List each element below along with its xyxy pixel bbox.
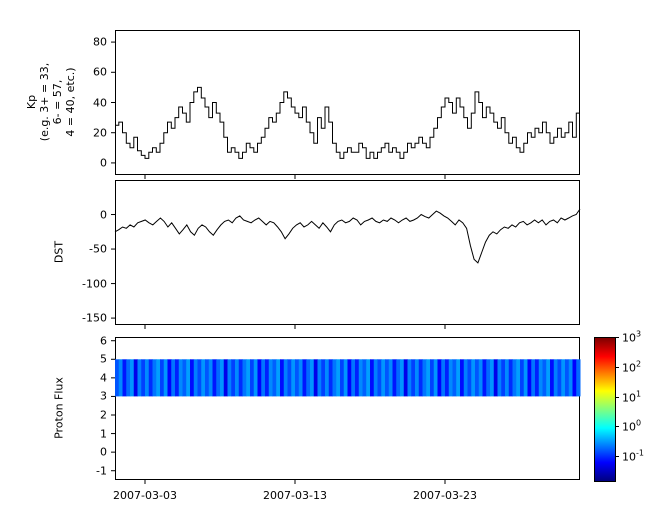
y-tick-label: 0 [100,156,107,170]
colorbar [594,337,616,482]
y-tick-label: 5 [100,352,107,366]
colorbar-tick-label: 101 [622,389,642,404]
y-tick-label: 2 [100,408,107,422]
dst-panel [111,180,581,329]
colorbar-tick-label: 100 [622,419,642,434]
y-tick-label: -150 [82,311,107,325]
y-tick-label: 4 [100,371,107,385]
y-tick-label: 20 [93,126,107,140]
colorbar-tick-label: 103 [622,329,642,345]
y-tick-label: 80 [93,35,107,49]
x-tick-label: 2007-03-13 [263,489,327,502]
x-tick-label: 2007-03-23 [413,489,477,502]
y-tick-label: 60 [93,65,107,79]
y-tick-label: -100 [82,277,107,291]
y-tick-label: 0 [100,208,107,222]
colorbar-tick-label: 102 [622,359,642,375]
colorbar-tick-mark [616,337,619,338]
colorbar-tick-mark [616,456,619,458]
colorbar-tick-mark [616,426,619,428]
y-tick-label: -50 [89,242,107,256]
y-tick-label: 6 [100,334,107,348]
proton-flux-panel [111,337,581,484]
x-tick-label: 2007-03-03 [113,489,177,502]
y-tick-label: -1 [96,464,107,478]
colorbar-tick-mark [616,396,619,398]
y-tick-label: 1 [100,427,107,441]
colorbar-tick-label: 10-1 [622,448,644,464]
colorbar-tick-mark [616,366,619,368]
y-tick-label: 3 [100,389,107,403]
kp-panel [111,30,580,179]
y-tick-label: 40 [93,96,107,109]
y-tick-label: 0 [100,445,107,459]
